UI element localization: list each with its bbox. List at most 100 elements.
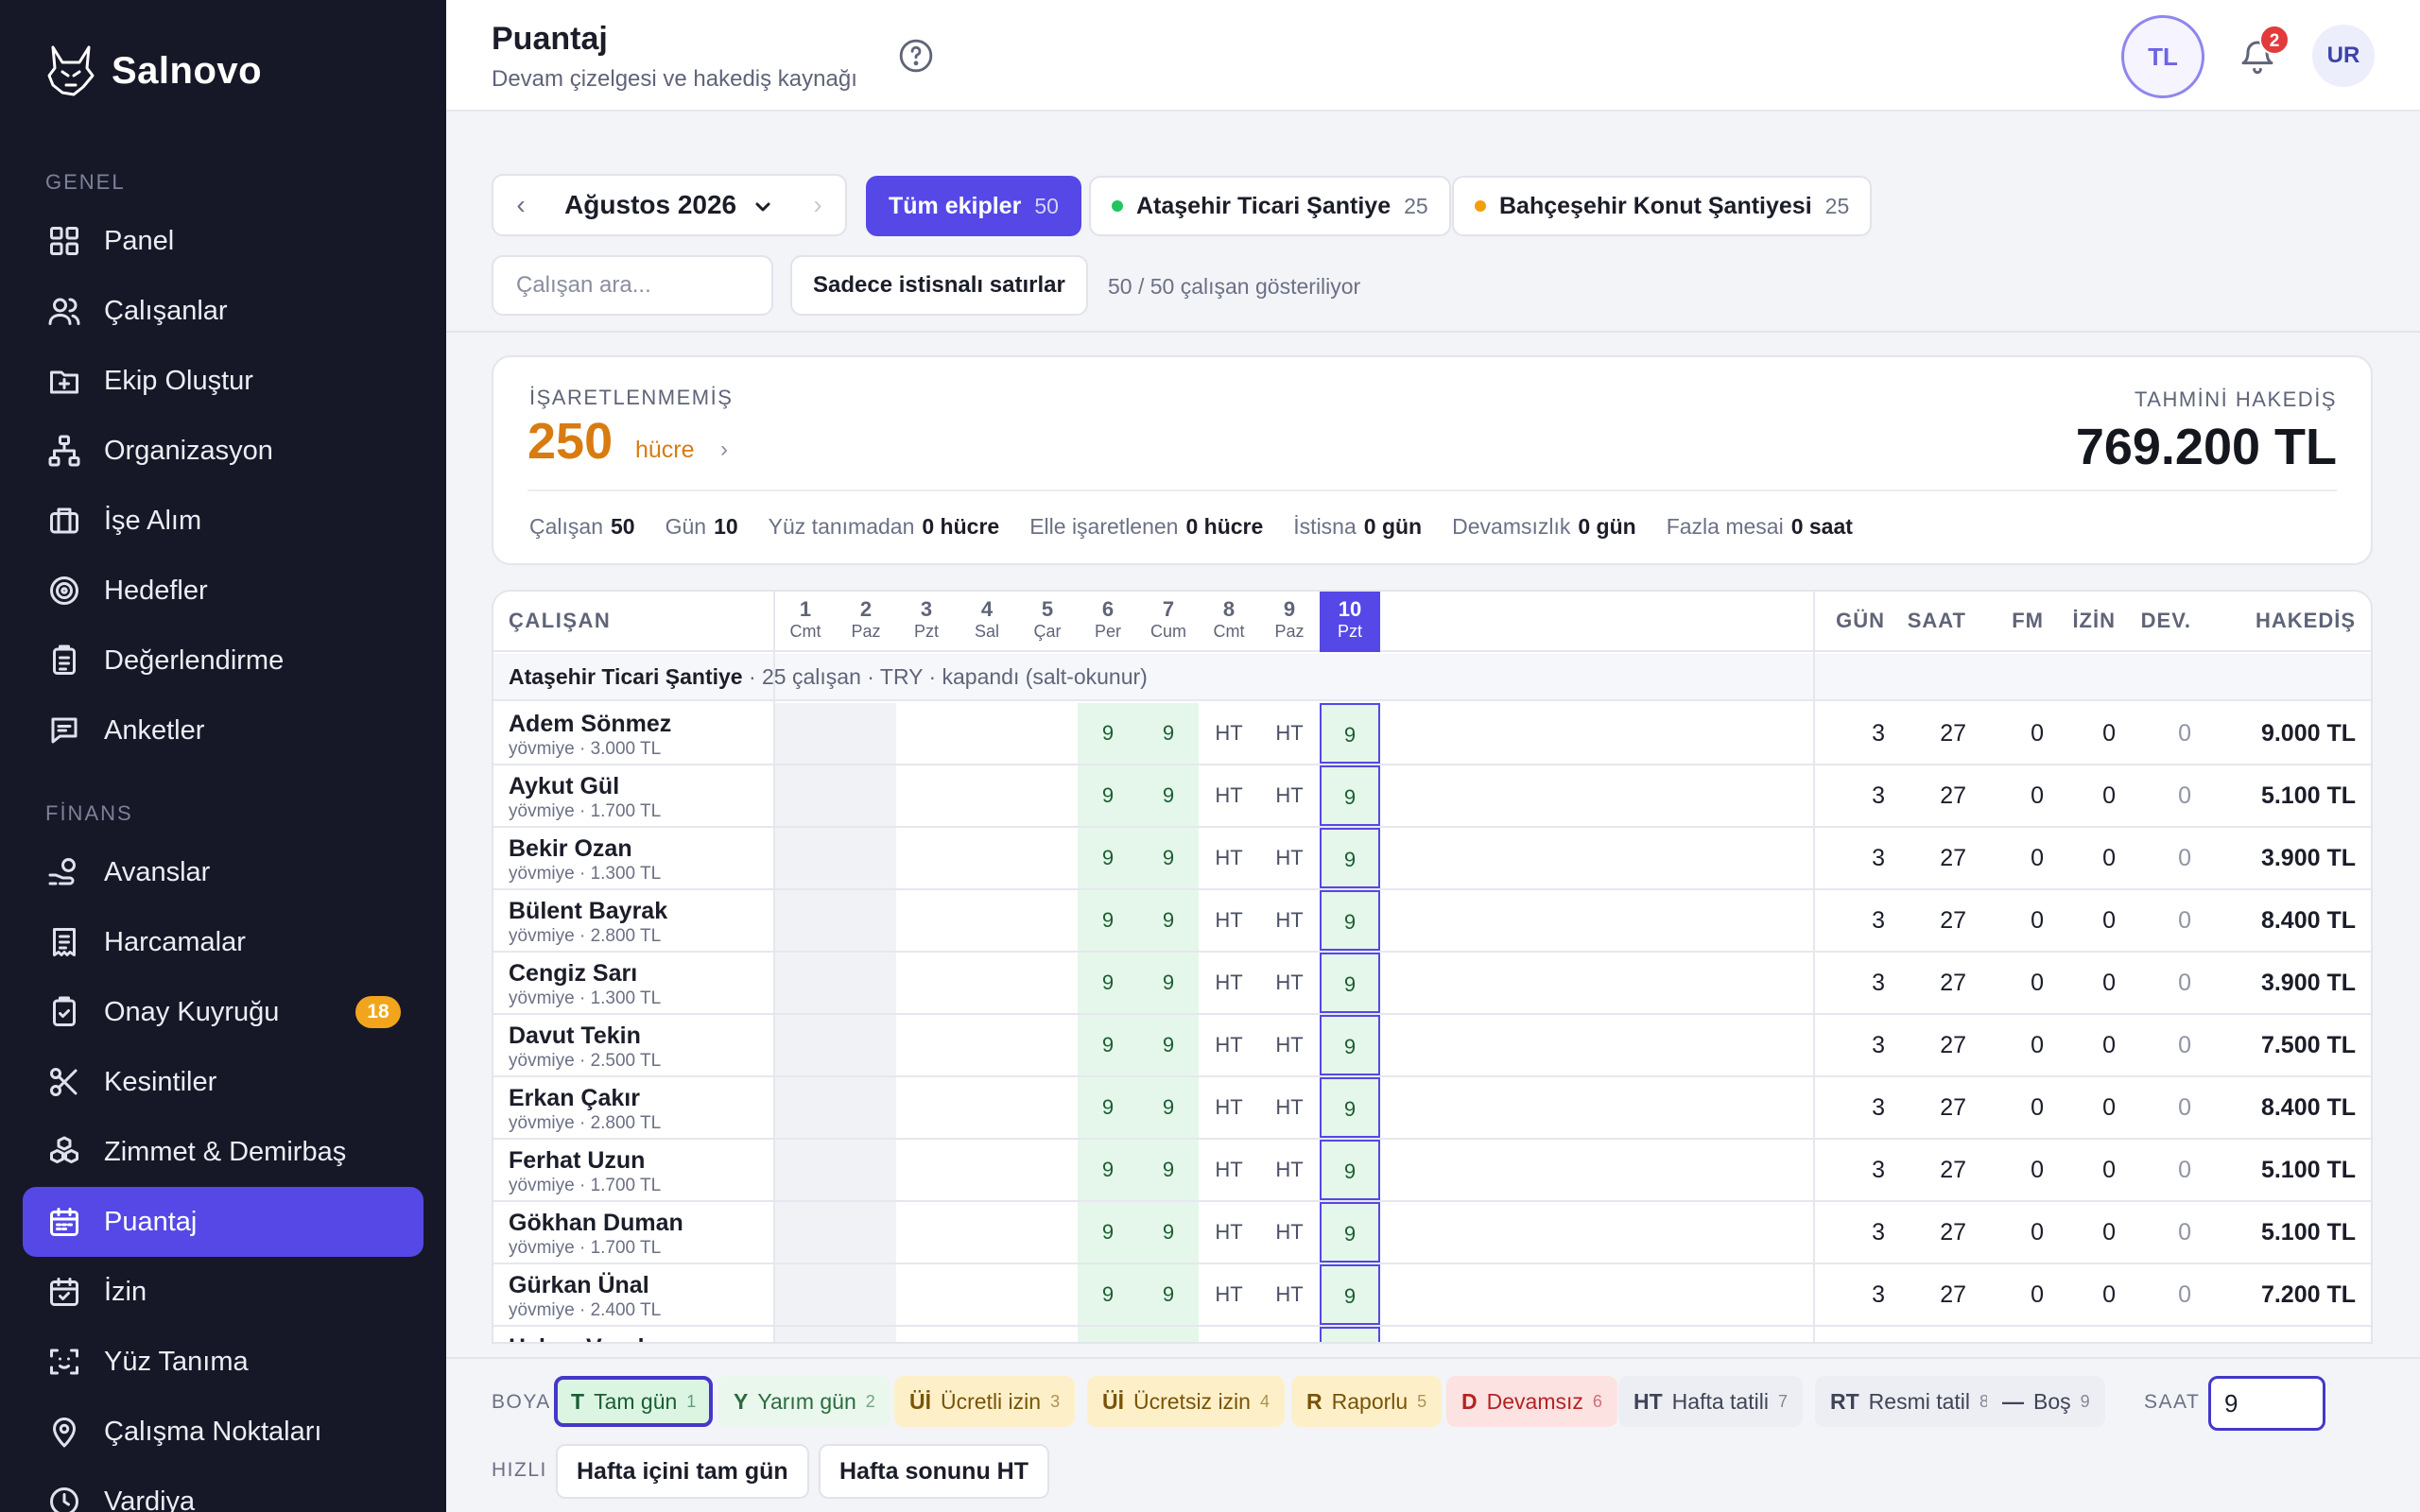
employee-name[interactable]: Erkan Çakır — [509, 1085, 640, 1111]
day-cell[interactable]: 9 — [1078, 1077, 1138, 1138]
day-cell[interactable]: 9 — [1078, 765, 1138, 826]
sidebar-item-advances[interactable]: Avanslar — [23, 837, 424, 907]
day-cell[interactable] — [957, 1327, 1017, 1342]
employee-name[interactable]: Aykut Gül — [509, 773, 620, 799]
weekend-ht-button[interactable]: Hafta sonunu HT — [819, 1444, 1049, 1499]
day-header-3[interactable]: 3 Pzt — [896, 592, 957, 652]
day-cell[interactable]: 9 — [1138, 1202, 1199, 1263]
day-cell[interactable]: 9 — [1138, 890, 1199, 951]
sidebar-item-face-recognition[interactable]: Yüz Tanıma — [23, 1327, 424, 1397]
day-cell[interactable] — [1017, 1077, 1078, 1138]
day-cell[interactable]: 9 — [1078, 703, 1138, 764]
day-cell[interactable]: HT — [1275, 783, 1304, 807]
day-cell[interactable] — [1017, 1202, 1078, 1263]
employee-name[interactable]: Hakan Vural — [509, 1334, 645, 1342]
day-cell[interactable] — [836, 703, 896, 764]
sidebar-item-approval-queue[interactable]: Onay Kuyruğu 18 — [23, 977, 424, 1047]
exceptions-only-button[interactable]: Sadece istisnalı satırlar — [790, 255, 1088, 316]
day-cell[interactable] — [1017, 890, 1078, 951]
brand[interactable]: Salnovo — [45, 43, 262, 98]
day-cell[interactable] — [896, 828, 957, 888]
day-cell[interactable] — [1017, 1264, 1078, 1325]
next-month-button[interactable]: › — [813, 190, 822, 219]
day-cell[interactable] — [1320, 1327, 1380, 1342]
day-cell[interactable] — [775, 1140, 836, 1200]
employee-name[interactable]: Gürkan Ünal — [509, 1272, 649, 1298]
user-avatar[interactable]: UR — [2312, 25, 2375, 87]
day-header-10[interactable]: 10 Pzt — [1320, 592, 1380, 652]
paint-option-absent[interactable]: D Devamsız 6 — [1446, 1376, 1617, 1427]
day-header-4[interactable]: 4 Sal — [957, 592, 1017, 652]
day-cell[interactable]: HT — [1275, 1095, 1304, 1119]
sidebar-item-recruitment[interactable]: İşe Alım — [23, 486, 424, 556]
day-cell[interactable]: HT — [1215, 846, 1243, 869]
weekdays-full-day-button[interactable]: Hafta içini tam gün — [556, 1444, 809, 1499]
day-cell[interactable]: HT — [1215, 1158, 1243, 1181]
employee-name[interactable]: Gökhan Duman — [509, 1210, 683, 1236]
sidebar-item-expenses[interactable]: Harcamalar — [23, 907, 424, 977]
day-cell[interactable] — [957, 1015, 1017, 1075]
hours-input[interactable] — [2208, 1376, 2325, 1431]
sidebar-item-organization[interactable]: Organizasyon — [23, 416, 424, 486]
team-filter-atasehir[interactable]: Ataşehir Ticari Şantiye 25 — [1089, 176, 1451, 236]
day-cell[interactable] — [957, 1202, 1017, 1263]
day-header-6[interactable]: 6 Per — [1078, 592, 1138, 652]
day-header-9[interactable]: 9 Paz — [1259, 592, 1320, 652]
day-cell[interactable]: 9 — [1078, 828, 1138, 888]
employee-name[interactable]: Cengiz Sarı — [509, 960, 638, 987]
day-cell[interactable] — [896, 703, 957, 764]
day-cell[interactable]: 9 — [1078, 1202, 1138, 1263]
day-cell[interactable] — [1199, 1327, 1259, 1342]
paint-option-sick-report[interactable]: R Raporlu 5 — [1291, 1376, 1443, 1427]
day-cell[interactable]: HT — [1215, 1282, 1243, 1306]
sidebar-item-goals[interactable]: Hedefler — [23, 556, 424, 626]
day-cell[interactable]: 9 — [1138, 1077, 1199, 1138]
day-cell[interactable]: 9 — [1078, 953, 1138, 1013]
day-cell[interactable]: HT — [1275, 971, 1304, 994]
day-cell[interactable] — [1017, 703, 1078, 764]
day-cell[interactable] — [775, 1327, 836, 1342]
sidebar-item-create-team[interactable]: Ekip Oluştur — [23, 346, 424, 416]
day-cell[interactable] — [836, 1202, 896, 1263]
day-cell[interactable]: 9 — [1078, 1140, 1138, 1200]
chevron-right-icon[interactable]: › — [720, 437, 728, 462]
day-cell[interactable]: 9 — [1078, 1264, 1138, 1325]
day-cell[interactable]: 9 — [1078, 890, 1138, 951]
day-cell[interactable]: HT — [1275, 1282, 1304, 1306]
day-header-1[interactable]: 1 Cmt — [775, 592, 836, 652]
employee-name[interactable]: Davut Tekin — [509, 1022, 641, 1049]
employee-name[interactable]: Ferhat Uzun — [509, 1147, 646, 1174]
day-cell[interactable] — [775, 828, 836, 888]
day-cell[interactable] — [896, 1327, 957, 1342]
day-cell[interactable] — [1017, 1015, 1078, 1075]
team-filter-all[interactable]: Tüm ekipler 50 — [866, 176, 1081, 236]
day-cell[interactable] — [1078, 1327, 1138, 1342]
day-cell[interactable]: 9 — [1320, 1202, 1380, 1263]
day-cell[interactable] — [896, 1140, 957, 1200]
day-cell[interactable]: 9 — [1320, 828, 1380, 888]
day-cell[interactable]: HT — [1215, 721, 1243, 745]
day-cell[interactable] — [957, 828, 1017, 888]
day-cell[interactable] — [1017, 953, 1078, 1013]
day-cell[interactable]: 9 — [1320, 1264, 1380, 1325]
day-cell[interactable] — [957, 765, 1017, 826]
day-cell[interactable] — [836, 890, 896, 951]
paint-option-paid-leave[interactable]: Üİ Ücretli izin 3 — [894, 1376, 1076, 1427]
day-cell[interactable] — [957, 703, 1017, 764]
day-cell[interactable]: 9 — [1138, 828, 1199, 888]
day-cell[interactable] — [896, 765, 957, 826]
sidebar-item-panel[interactable]: Panel — [23, 206, 424, 276]
day-cell[interactable] — [836, 828, 896, 888]
day-cell[interactable] — [836, 1327, 896, 1342]
day-cell[interactable] — [896, 890, 957, 951]
month-select[interactable]: Ağustos 2026 — [548, 190, 790, 220]
day-cell[interactable] — [775, 765, 836, 826]
paint-option-full-day[interactable]: T Tam gün 1 — [554, 1376, 714, 1427]
day-cell[interactable]: 9 — [1138, 703, 1199, 764]
day-cell[interactable] — [836, 765, 896, 826]
day-cell[interactable] — [896, 1015, 957, 1075]
day-cell[interactable] — [957, 1264, 1017, 1325]
currency-toggle-button[interactable]: TL — [2121, 15, 2204, 98]
day-cell[interactable] — [896, 1264, 957, 1325]
day-cell[interactable] — [896, 1077, 957, 1138]
